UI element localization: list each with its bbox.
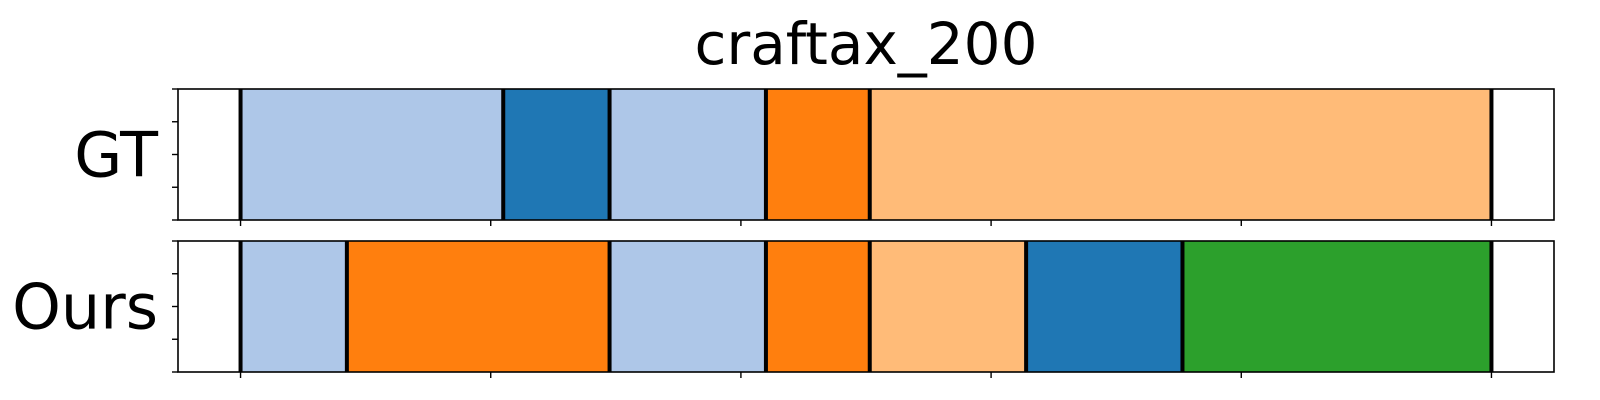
chart-title: craftax_200 (695, 10, 1038, 78)
segment-ours-2 (346, 241, 610, 372)
timeline-row-gt: GT (74, 88, 1555, 226)
row-label-gt: GT (74, 119, 159, 192)
segment-gt-1 (240, 89, 504, 220)
segment-gt-3 (609, 89, 766, 220)
segment-ours-3 (609, 241, 766, 372)
timeline-row-ours: Ours (12, 240, 1555, 378)
segment-ours-6 (1026, 241, 1183, 372)
row-label-ours: Ours (12, 271, 158, 344)
segment-ours-5 (869, 241, 1027, 372)
segment-ours-1 (240, 241, 347, 372)
segment-gt-4 (765, 89, 870, 220)
segment-gt-2 (503, 89, 610, 220)
segment-ours-4 (765, 241, 870, 372)
segment-gt-5 (869, 89, 1492, 220)
segment-ours-7 (1182, 241, 1492, 372)
